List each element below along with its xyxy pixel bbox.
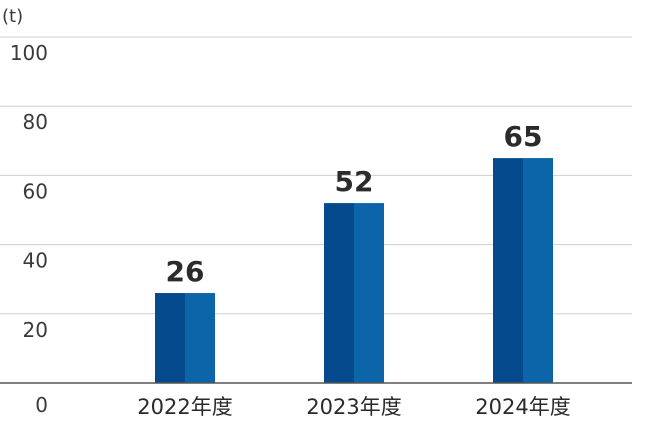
bar-right-face	[523, 158, 553, 383]
x-category-label: 2023年度	[306, 395, 401, 419]
data-labels: 26 52 65	[166, 120, 543, 288]
bar-right-face	[354, 203, 384, 383]
x-category-label: 2022年度	[137, 395, 232, 419]
bars	[155, 158, 553, 383]
y-tick-label: 20	[23, 318, 48, 342]
bar-2022年度	[155, 293, 215, 383]
bar-left-face	[155, 293, 185, 383]
data-label: 52	[335, 165, 374, 198]
y-tick-label: 40	[23, 249, 48, 273]
bar-left-face	[493, 158, 523, 383]
y-tick-label: 0	[35, 393, 48, 417]
y-tick-labels: 0 20 40 60 80 100	[10, 41, 48, 417]
bar-right-face	[185, 293, 215, 383]
y-tick-label: 80	[23, 110, 48, 134]
y-tick-label: 60	[23, 179, 48, 203]
y-unit-label: (t)	[2, 6, 23, 27]
y-tick-label: 100	[10, 41, 48, 65]
bar-left-face	[324, 203, 354, 383]
x-category-label: 2024年度	[475, 395, 570, 419]
x-category-labels: 2022年度 2023年度 2024年度	[137, 395, 570, 419]
data-label: 65	[504, 120, 543, 153]
bar-2023年度	[324, 203, 384, 383]
bar-2024年度	[493, 158, 553, 383]
data-label: 26	[166, 255, 205, 288]
